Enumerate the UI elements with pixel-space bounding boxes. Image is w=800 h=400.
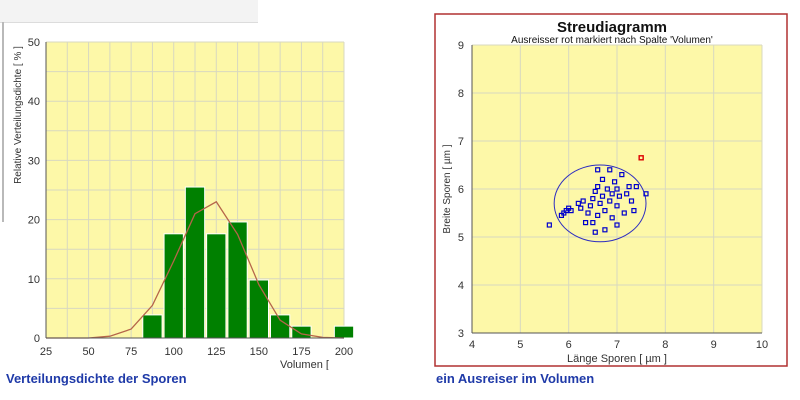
scatter-point [614, 186, 620, 192]
scatter-point [633, 184, 639, 190]
chart-title: Streudiagramm [557, 19, 667, 36]
confidence-ellipse [553, 164, 647, 243]
y-tick-label: 4 [458, 280, 464, 292]
scatter-point [592, 229, 598, 235]
scatter-point [595, 167, 601, 173]
scatter-point [614, 203, 620, 209]
scatter-point [575, 200, 581, 206]
x-tick-label: 7 [614, 339, 620, 351]
scatter-point [578, 205, 584, 211]
scatter-point [628, 198, 635, 204]
histogram-panel: 25 50 75 100 125 150 175 200 0 10 20 30 40 50 Volumen … [0, 0, 360, 400]
histogram-bar [142, 314, 163, 339]
density-curve [46, 200, 345, 339]
y-axis-label: Relative Verteilungsdichte [ % ] [13, 46, 24, 184]
toolbar-strip [0, 0, 258, 23]
scatter-point [595, 184, 601, 190]
scatter-point [599, 176, 606, 182]
y-tick-label: 30 [28, 155, 40, 167]
y-tick-label: 6 [458, 184, 464, 196]
scatter-caption: ein Ausreiser im Volumen [436, 371, 595, 386]
x-tick-label: 200 [335, 346, 353, 358]
y-tick-label: 20 [28, 215, 40, 227]
x-tick-label: 6 [566, 339, 572, 351]
scatter-point [602, 208, 608, 214]
x-tick-label: 75 [125, 346, 137, 358]
x-tick-label: 5 [517, 339, 523, 351]
outlier-point [638, 155, 644, 161]
scatter-point [624, 191, 630, 197]
x-tick-label: 125 [207, 346, 225, 358]
y-tick-label: 10 [28, 274, 40, 286]
scatter-point [626, 184, 632, 190]
scatter-point [580, 198, 586, 204]
scatter-point [614, 222, 620, 228]
y-tick-label: 0 [34, 333, 40, 345]
histogram-bar [291, 325, 312, 339]
scatter-point [643, 191, 649, 197]
x-tick-label: 175 [292, 346, 310, 358]
scatter-point [597, 200, 603, 206]
scatter-point [592, 188, 598, 194]
x-tick-label: 10 [756, 339, 768, 351]
histogram-caption: Verteilungsdichte der Sporen [6, 371, 187, 386]
histogram-bar [333, 325, 355, 339]
scatter-point [602, 227, 608, 233]
scatter-point [631, 208, 637, 214]
x-axis-label: Volumen [ [280, 359, 329, 370]
x-axis-label: Länge Sporen [ µm ] [567, 353, 667, 365]
y-tick-label: 9 [458, 40, 464, 52]
scatter-point [590, 196, 596, 202]
scatter-point [616, 193, 623, 199]
histogram-bar [227, 221, 248, 339]
y-tick-label: 7 [458, 136, 464, 148]
y-tick-label: 8 [458, 88, 464, 100]
histogram-bar [270, 314, 291, 339]
window-edge [2, 22, 4, 222]
x-tick-label: 4 [469, 339, 475, 351]
y-tick-label: 3 [458, 328, 464, 340]
scatter-point [621, 210, 627, 216]
histogram-bar [163, 233, 184, 339]
x-tick-label: 150 [250, 346, 268, 358]
scatter-point [607, 167, 613, 173]
x-tick-label: 50 [82, 346, 94, 358]
histogram-bar [206, 233, 227, 339]
chart-subtitle: Ausreisser rot markiert nach Spalte 'Vol… [511, 35, 713, 46]
scatter-point [582, 220, 589, 226]
scatter-point [611, 179, 618, 185]
y-tick-label: 5 [458, 232, 464, 244]
scatter-point [587, 203, 594, 209]
scatter-point [585, 210, 591, 216]
histogram-chart: 25 50 75 100 125 150 175 200 0 10 20 30 40 50 Volumen … [13, 37, 355, 371]
scatter-point [609, 215, 615, 221]
scatter-point [595, 212, 601, 218]
histogram-bar [248, 279, 269, 339]
scatter-panel: Streudiagramm Ausreisser rot markiert nac… [432, 0, 790, 400]
x-tick-label: 25 [40, 346, 52, 358]
scatter-point [607, 198, 613, 204]
y-tick-label: 50 [28, 37, 40, 49]
scatter-point [604, 186, 610, 192]
scatter-point [599, 193, 606, 199]
scatter-point [609, 191, 615, 197]
y-axis-label: Breite Sporen [ µm ] [442, 144, 453, 233]
x-tick-label: 9 [711, 339, 717, 351]
x-tick-label: 100 [165, 346, 183, 358]
scatter-point [619, 172, 625, 178]
y-tick-label: 40 [28, 96, 40, 108]
scatter-point [546, 222, 552, 228]
x-tick-label: 8 [662, 339, 668, 351]
scatter-point [568, 208, 574, 214]
scatter-point [590, 220, 596, 226]
